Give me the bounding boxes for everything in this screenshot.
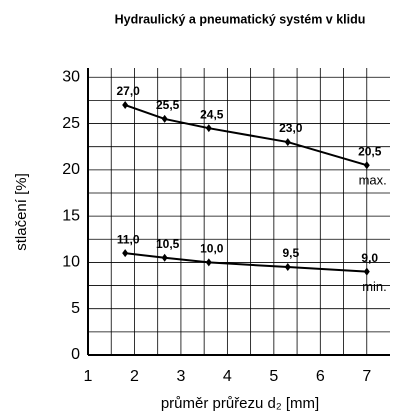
point (122, 101, 129, 110)
value-label: 9,0 (361, 251, 378, 265)
y-tick-label: 5 (71, 300, 80, 317)
x-tick-label: 5 (269, 368, 278, 385)
point (161, 114, 168, 123)
y-tick-label: 0 (71, 346, 80, 363)
value-label: 10,5 (156, 237, 180, 251)
series-label: max. (359, 173, 387, 188)
value-label: 23,0 (279, 121, 303, 135)
value-label: 27,0 (116, 84, 140, 98)
x-tick-label: 1 (84, 368, 93, 385)
x-tick-label: 2 (130, 368, 139, 385)
y-tick-label: 10 (62, 254, 80, 271)
series-label: min. (362, 279, 387, 294)
x-axis-label: průměr průřezu d₂ [mm] (161, 395, 319, 412)
x-tick-label: 3 (176, 368, 185, 385)
point (205, 124, 212, 133)
value-label: 11,0 (117, 232, 140, 246)
x-tick-label: 4 (223, 368, 232, 385)
value-label: 24,5 (200, 107, 224, 121)
y-tick-label: 25 (62, 115, 80, 132)
x-tick-label: 7 (362, 368, 371, 385)
value-label: 10,0 (200, 242, 224, 256)
point (284, 263, 291, 272)
point (205, 258, 212, 267)
point (363, 161, 370, 170)
point (161, 253, 168, 262)
y-tick-label: 15 (62, 207, 80, 224)
point (122, 249, 129, 258)
y-axis-label: stlačení [%] (13, 173, 30, 251)
y-tick-label: 30 (62, 68, 80, 85)
chart-title: Hydraulický a pneumatický systém v klidu (115, 12, 366, 26)
x-tick-label: 6 (316, 368, 325, 385)
series-line (124, 104, 368, 167)
value-label: 9,5 (282, 246, 299, 260)
point (284, 138, 291, 147)
value-label: 25,5 (156, 98, 180, 112)
value-label: 20,5 (358, 144, 382, 158)
point (363, 267, 370, 276)
y-tick-label: 20 (62, 161, 80, 178)
